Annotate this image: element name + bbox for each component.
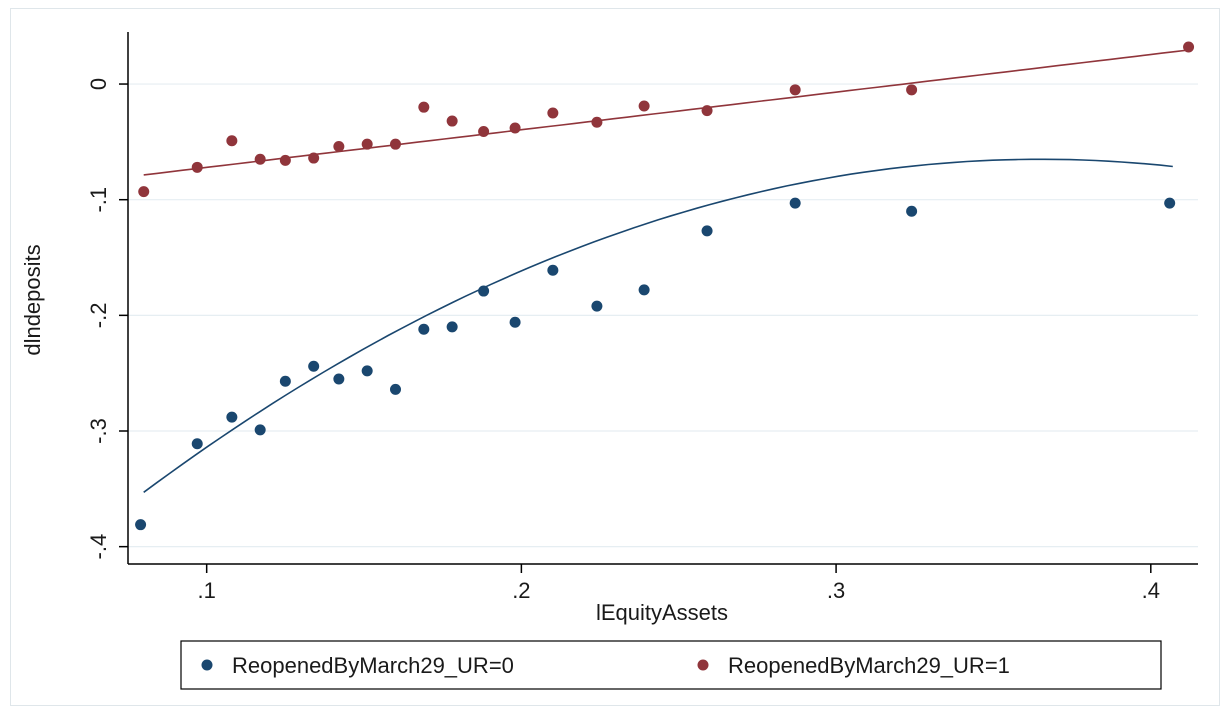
data-point-series-1 bbox=[254, 153, 266, 165]
data-point-series-1 bbox=[138, 186, 150, 198]
data-point-series-0 bbox=[478, 285, 490, 297]
data-point-series-0 bbox=[191, 438, 203, 450]
data-point-series-1 bbox=[279, 154, 291, 166]
data-point-series-1 bbox=[1183, 41, 1195, 53]
data-point-series-0 bbox=[638, 284, 650, 296]
chart-frame bbox=[10, 8, 1220, 706]
data-point-series-0 bbox=[135, 519, 147, 531]
data-point-series-0 bbox=[279, 375, 291, 387]
y-tick-label: 0 bbox=[86, 78, 111, 90]
y-ticks: -.4 -.3 -.2 -.1 0 bbox=[86, 78, 128, 560]
x-ticks: .1 .2 .3 .4 bbox=[197, 564, 1160, 603]
data-point-series-1 bbox=[418, 101, 430, 113]
data-point-series-1 bbox=[361, 138, 373, 150]
data-point-series-1 bbox=[478, 125, 490, 137]
data-point-series-1 bbox=[226, 135, 238, 147]
data-point-series-0 bbox=[591, 300, 603, 312]
axes bbox=[127, 32, 1198, 565]
data-point-series-1 bbox=[789, 84, 801, 96]
data-point-series-0 bbox=[254, 424, 266, 436]
x-tick-label: .2 bbox=[512, 578, 530, 603]
data-point-series-1 bbox=[191, 161, 203, 173]
legend-label-series-1: ReopenedByMarch29_UR=1 bbox=[728, 653, 1010, 678]
data-point-series-0 bbox=[226, 411, 238, 423]
x-tick-label: .3 bbox=[827, 578, 845, 603]
data-point-series-1 bbox=[906, 84, 918, 96]
legend-marker-series-0 bbox=[201, 659, 213, 671]
data-point-series-1 bbox=[390, 138, 401, 150]
data-point-series-0 bbox=[509, 316, 521, 328]
x-tick-label: .4 bbox=[1142, 578, 1160, 603]
y-tick-label: -.3 bbox=[86, 418, 111, 444]
data-point-series-0 bbox=[547, 264, 559, 276]
data-point-series-1 bbox=[591, 116, 603, 128]
data-point-series-1 bbox=[446, 115, 458, 127]
data-point-series-1 bbox=[547, 107, 559, 119]
legend: ReopenedByMarch29_UR=0 ReopenedByMarch29… bbox=[180, 640, 1162, 690]
data-point-series-0 bbox=[446, 321, 458, 333]
legend-marker-series-1 bbox=[697, 659, 709, 671]
data-point-series-0 bbox=[906, 205, 918, 217]
data-point-series-0 bbox=[789, 197, 801, 209]
data-point-series-1 bbox=[333, 140, 345, 152]
y-tick-label: -.4 bbox=[86, 534, 111, 560]
fit-line-series-0 bbox=[143, 158, 1173, 493]
grid-lines bbox=[128, 83, 1198, 548]
data-point-series-1 bbox=[509, 122, 521, 134]
data-points bbox=[135, 41, 1195, 531]
fit-line-series-1 bbox=[143, 49, 1189, 176]
data-point-series-1 bbox=[308, 152, 320, 164]
data-point-series-0 bbox=[361, 365, 373, 377]
legend-box bbox=[180, 640, 1162, 690]
data-point-series-0 bbox=[1164, 197, 1176, 209]
data-point-series-0 bbox=[333, 373, 345, 385]
data-point-series-0 bbox=[308, 360, 320, 372]
y-tick-label: -.1 bbox=[86, 187, 111, 213]
y-axis-title: dlndeposits bbox=[20, 244, 45, 355]
data-point-series-0 bbox=[701, 225, 713, 237]
data-point-series-1 bbox=[701, 105, 713, 117]
fit-lines bbox=[143, 49, 1189, 493]
data-point-series-0 bbox=[418, 323, 430, 335]
legend-label-series-0: ReopenedByMarch29_UR=0 bbox=[232, 653, 514, 678]
data-point-series-1 bbox=[638, 100, 650, 112]
x-tick-label: .1 bbox=[197, 578, 215, 603]
y-tick-label: -.2 bbox=[86, 303, 111, 329]
data-point-series-0 bbox=[390, 383, 401, 395]
x-axis-title: lEquityAssets bbox=[596, 600, 728, 625]
